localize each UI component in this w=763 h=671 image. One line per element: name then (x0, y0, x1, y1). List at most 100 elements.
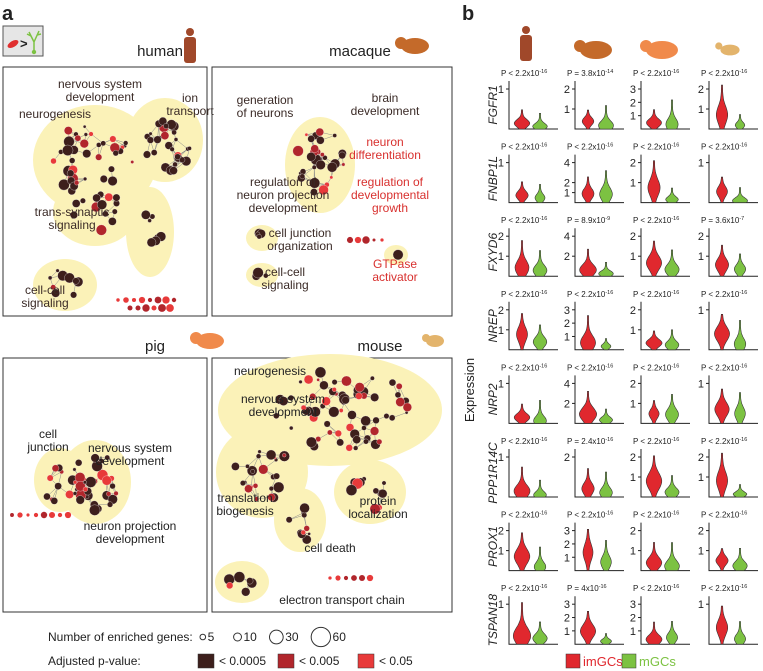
cluster-label: growth (372, 201, 408, 215)
nodes (47, 117, 192, 312)
violin-cell: P < 2.2x10-16 1 (498, 437, 558, 498)
node (307, 135, 315, 143)
node (335, 575, 341, 581)
p-value: P < 2.2x10-16 (501, 437, 547, 446)
node (187, 146, 192, 151)
axis (708, 81, 758, 130)
violin (579, 611, 597, 645)
tick-label: 1 (630, 472, 636, 484)
node (142, 304, 150, 312)
node (107, 176, 118, 186)
cluster-label: development (96, 454, 165, 468)
cluster-label: signaling (48, 218, 95, 232)
size-key (233, 632, 242, 642)
node (345, 484, 358, 496)
p-value: P < 2.2x10-16 (567, 511, 613, 520)
axis (708, 375, 758, 424)
node (343, 575, 349, 581)
violin (579, 248, 597, 277)
gene-label: FGFR1 (486, 85, 500, 124)
axis (508, 522, 558, 572)
node (72, 277, 80, 285)
node (173, 137, 179, 142)
node (127, 305, 133, 311)
node (321, 396, 331, 406)
node (250, 469, 255, 474)
node (166, 304, 174, 312)
p-value-exponent: -16 (605, 511, 613, 517)
violin (516, 313, 528, 351)
violin (512, 602, 532, 645)
cluster-label: GTPase (373, 257, 417, 271)
tick-label: 3 (564, 305, 570, 317)
violin (645, 455, 663, 498)
violin (599, 408, 613, 424)
node (226, 582, 234, 590)
p-value: P = 2.4x10-16 (567, 437, 613, 446)
p-value-exponent: -16 (605, 290, 613, 296)
cluster-label: development (351, 104, 420, 118)
species-icon (196, 333, 224, 349)
axis-label: Expression (462, 358, 477, 422)
violin (733, 320, 747, 351)
violin (664, 329, 680, 351)
p-value-exponent: -16 (739, 143, 747, 149)
node (107, 501, 114, 508)
node (85, 476, 97, 488)
panel-frame (2, 66, 208, 317)
node (310, 188, 318, 196)
tick-label: 1 (498, 378, 504, 390)
panel-title: macaque (329, 43, 391, 60)
node (10, 513, 14, 517)
violin-cell: P < 2.2x10-16 1 (498, 363, 558, 424)
p-value-exponent: -7 (739, 216, 744, 222)
node (102, 210, 109, 217)
p-value-text: P < 2.2x10 (501, 216, 540, 225)
size-key (268, 629, 284, 645)
node (329, 175, 334, 180)
species-icon (426, 335, 444, 347)
p-value-exponent: -16 (739, 69, 747, 75)
p-value-text: P < 2.2x10 (501, 143, 540, 152)
cluster-label: nervous system (88, 441, 172, 455)
p-value-exponent: -16 (671, 437, 679, 443)
cluster-label: developmental (351, 188, 429, 202)
tick-label: 2 (564, 84, 570, 96)
p-value: P = 4x10-16 (567, 584, 607, 593)
cluster-label: of neurons (237, 106, 294, 120)
node (263, 273, 269, 279)
node (278, 396, 289, 406)
node (101, 475, 112, 486)
tick-label: 1 (498, 599, 504, 611)
violin (714, 314, 730, 351)
gene-label: PPP1R14C (486, 442, 500, 504)
node (43, 492, 51, 501)
node (301, 512, 308, 518)
p-value-text: P < 2.2x10 (567, 143, 606, 152)
node (135, 305, 141, 311)
p-value-text: P < 2.2x10 (701, 437, 740, 446)
node (138, 296, 146, 304)
cluster-label: nervous system (241, 392, 325, 406)
node (231, 462, 240, 471)
violin (716, 176, 728, 203)
violin-cell: P < 2.2x10-16 2 1 (698, 69, 758, 130)
p-value-exponent: -16 (605, 437, 613, 443)
violin (513, 109, 531, 130)
p-value-exponent: -16 (739, 584, 747, 590)
p-value-exponent: -16 (539, 363, 547, 369)
panel-title: pig (145, 338, 165, 355)
species-icon (401, 38, 429, 54)
node (341, 162, 346, 167)
node (179, 156, 186, 163)
node (265, 449, 277, 460)
node (46, 474, 54, 482)
node (88, 131, 94, 137)
cluster-label: differentiation (349, 148, 421, 162)
tick-label: 1 (630, 178, 636, 190)
node (48, 511, 56, 519)
violin-cell: P < 2.2x10-16 2 1 (630, 216, 690, 277)
node (113, 490, 119, 496)
